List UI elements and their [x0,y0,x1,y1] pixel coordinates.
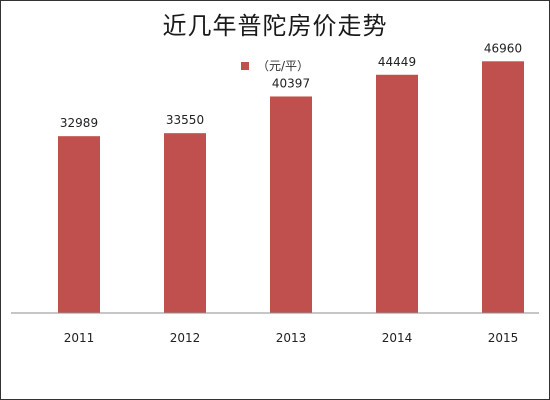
chart-title: 近几年普陀房价走势 [162,12,388,40]
bar-2015 [482,61,524,313]
x-tick-label-2014: 2014 [382,331,413,345]
legend-label: （元/平） [256,59,310,73]
x-tick-label-2015: 2015 [488,331,519,345]
bar-2014 [376,74,418,313]
bar-2012 [164,133,206,313]
bar-2011 [58,136,100,313]
data-label-2011: 32989 [60,116,98,130]
x-tick-label-2013: 2013 [276,331,307,345]
data-label-2015: 46960 [484,41,522,55]
legend-swatch [240,61,249,70]
bar-2013 [270,96,312,313]
bars-layer [58,61,524,313]
data-label-2014: 44449 [378,55,416,69]
data-label-2013: 40397 [272,76,310,90]
x-tick-label-2012: 2012 [170,331,201,345]
x-tick-label-2011: 2011 [64,331,95,345]
legend: （元/平） [1,57,549,74]
data-label-2012: 33550 [166,113,204,127]
labels-layer: 32989 2011 33550 2012 40397 2013 44449 2014 4696… [60,41,522,345]
